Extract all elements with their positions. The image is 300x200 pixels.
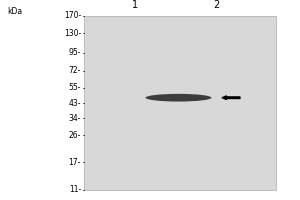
Text: 1: 1	[132, 0, 138, 10]
Text: 130-: 130-	[64, 29, 81, 38]
Text: 170-: 170-	[64, 11, 81, 21]
Text: 2: 2	[213, 0, 219, 10]
Text: 17-: 17-	[69, 158, 81, 167]
Text: 55-: 55-	[68, 83, 81, 92]
Text: 34-: 34-	[68, 114, 81, 123]
Text: kDa: kDa	[8, 6, 22, 16]
Text: 26-: 26-	[69, 131, 81, 140]
Text: 95-: 95-	[68, 48, 81, 57]
Text: 72-: 72-	[69, 66, 81, 75]
Text: 11-: 11-	[69, 186, 81, 194]
Text: 43-: 43-	[68, 99, 81, 108]
